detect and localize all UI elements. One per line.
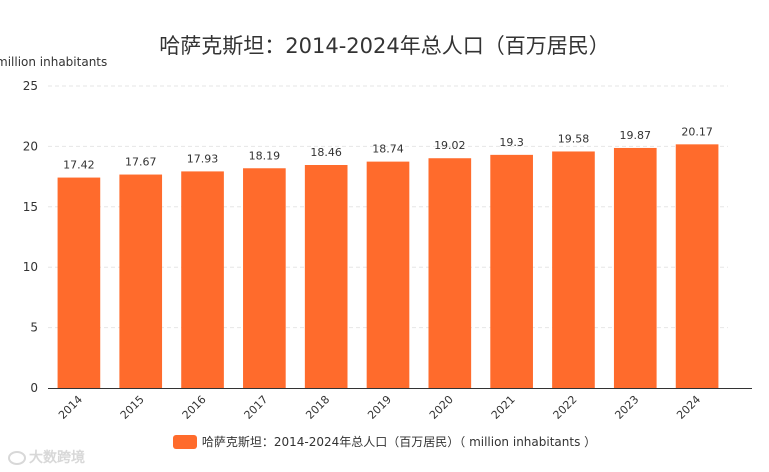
- watermark: 大数跨境: [8, 447, 85, 467]
- bar-2015[interactable]: [119, 174, 163, 388]
- y-tick-label: 20: [23, 139, 38, 153]
- data-label: 18.46: [310, 146, 342, 159]
- legend[interactable]: 哈萨克斯坦：2014-2024年总人口（百万居民）（ million inhab…: [0, 433, 769, 450]
- y-tick-label: 10: [23, 260, 38, 274]
- x-tick-label: 2024: [674, 393, 703, 422]
- x-tick-label: 2017: [241, 393, 270, 422]
- x-tick-label: 2016: [180, 393, 209, 422]
- data-label: 19.87: [620, 129, 652, 142]
- y-tick-label: 0: [30, 381, 38, 395]
- data-label: 20.17: [681, 125, 713, 138]
- y-tick-label: 25: [23, 79, 38, 93]
- legend-label: 哈萨克斯坦：2014-2024年总人口（百万居民）（ million inhab…: [201, 435, 597, 449]
- y-axis-unit-label: million inhabitants: [0, 55, 108, 69]
- x-tick-label: 2022: [551, 393, 580, 422]
- data-label: 18.74: [372, 143, 404, 156]
- bar-2016[interactable]: [181, 171, 224, 388]
- bar-2022[interactable]: [552, 151, 595, 388]
- y-axis-ticks: 0 5 10 15 20 25: [23, 79, 38, 395]
- bar-2024[interactable]: [675, 144, 719, 388]
- x-tick-label: 2018: [303, 393, 332, 422]
- data-label: 18.19: [249, 149, 281, 162]
- x-tick-label: 2021: [489, 393, 518, 422]
- x-tick-label: 2020: [427, 393, 456, 422]
- bar-2021[interactable]: [490, 154, 533, 388]
- bar-2018[interactable]: [304, 165, 348, 388]
- bar-2023[interactable]: [613, 147, 657, 388]
- data-label: 17.93: [187, 152, 219, 165]
- x-tick-label: 2014: [56, 393, 85, 422]
- x-tick-label: 2015: [118, 393, 147, 422]
- x-tick-label: 2023: [612, 393, 641, 422]
- watermark-text: 大数跨境: [29, 450, 85, 466]
- bar-2019[interactable]: [366, 161, 410, 388]
- bar-2014[interactable]: [57, 177, 101, 388]
- data-label: 17.42: [63, 159, 95, 172]
- data-label: 19.3: [499, 136, 524, 149]
- y-tick-label: 5: [30, 321, 38, 335]
- bar-2017[interactable]: [243, 168, 286, 388]
- data-label: 19.58: [558, 132, 590, 145]
- chart-title: 哈萨克斯坦：2014-2024年总人口（百万居民）: [159, 34, 610, 58]
- logo-icon: [8, 451, 26, 465]
- legend-swatch: [172, 434, 197, 449]
- x-tick-label: 2019: [365, 393, 394, 422]
- data-label: 17.67: [125, 156, 157, 169]
- bar-2020[interactable]: [428, 158, 472, 388]
- y-tick-label: 15: [23, 200, 38, 214]
- bars: [57, 144, 719, 388]
- data-label: 19.02: [434, 139, 466, 152]
- x-axis-ticks: 2014 2015 2016 2017 2018 2019 2020 2021 2022 2023…: [56, 393, 703, 422]
- data-labels: 17.42 17.67 17.93 18.19 18.46 18.74 19.02 19.3 1…: [63, 125, 713, 171]
